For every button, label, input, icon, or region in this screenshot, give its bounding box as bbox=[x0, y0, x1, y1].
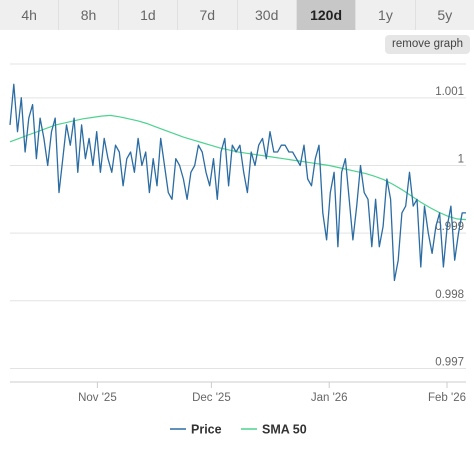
tab-4h[interactable]: 4h bbox=[0, 0, 60, 30]
x-tick-label: Dec '25 bbox=[192, 392, 231, 404]
tab-1y[interactable]: 1y bbox=[356, 0, 416, 30]
y-tick-label: 0.997 bbox=[435, 356, 464, 368]
legend-label: Price bbox=[191, 423, 222, 437]
x-tick-label: Jan '26 bbox=[311, 392, 348, 404]
tab-30d[interactable]: 30d bbox=[237, 0, 297, 30]
remove-graph-button[interactable]: remove graph bbox=[385, 35, 470, 54]
tab-8h[interactable]: 8h bbox=[59, 0, 119, 30]
legend-label: SMA 50 bbox=[262, 423, 307, 437]
y-tick-label: 1 bbox=[458, 153, 464, 165]
tab-5y[interactable]: 5y bbox=[415, 0, 474, 30]
price-line bbox=[9, 83, 466, 282]
x-tick-label: Nov '25 bbox=[78, 392, 117, 404]
y-tick-label: 0.998 bbox=[435, 289, 464, 301]
timeframe-tabs: 4h 8h 1d 7d 30d 120d 1y 5y bbox=[0, 0, 474, 30]
y-tick-label: 1.001 bbox=[435, 86, 464, 98]
tab-120d[interactable]: 120d bbox=[296, 0, 357, 30]
tab-1d[interactable]: 1d bbox=[118, 0, 179, 30]
y-tick-label: 0.999 bbox=[435, 221, 464, 233]
tab-7d[interactable]: 7d bbox=[178, 0, 238, 30]
x-tick-label: Feb '26 bbox=[428, 392, 466, 404]
sma-50-line bbox=[9, 114, 467, 221]
